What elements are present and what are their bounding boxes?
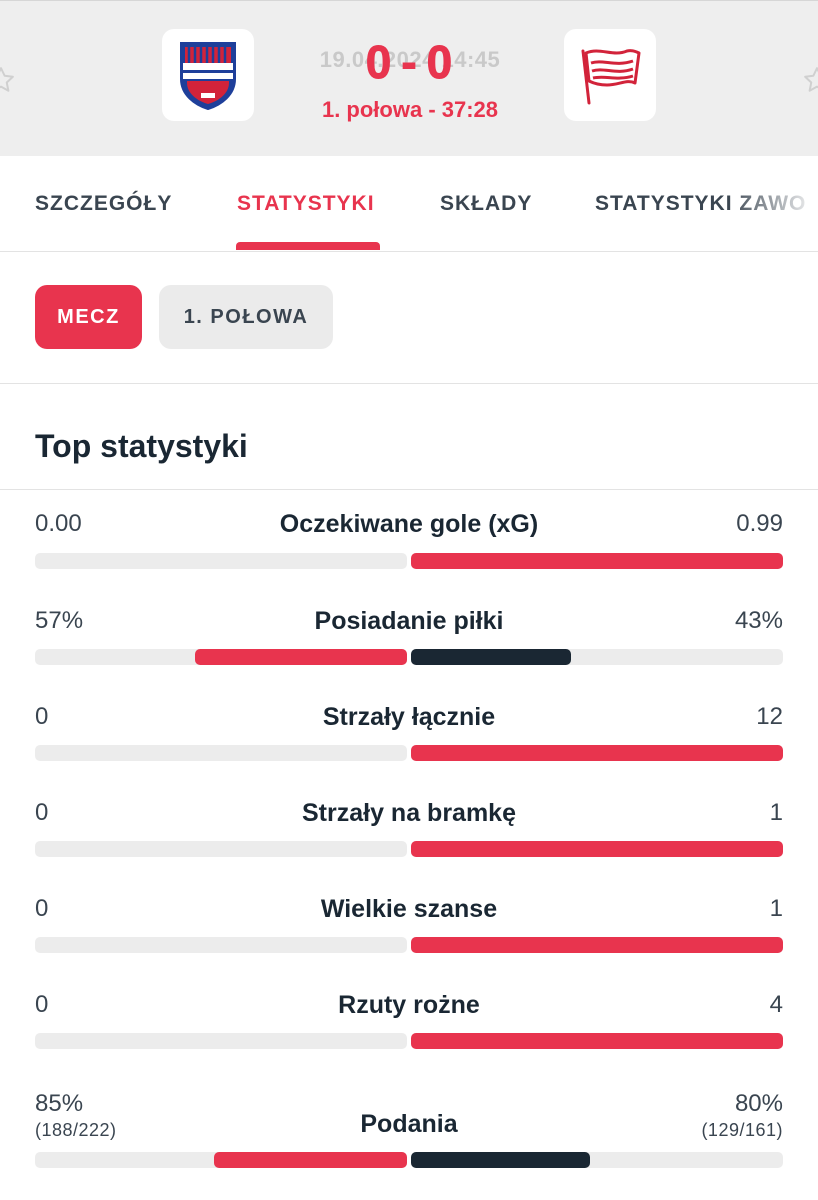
stat-away-bar-fill xyxy=(411,649,571,665)
stat-away-bar-fill xyxy=(411,937,783,953)
section-title: Top statystyki xyxy=(35,428,248,464)
away-score: 0 xyxy=(426,36,455,89)
stat-home-bar xyxy=(35,1152,407,1168)
away-team-logo[interactable] xyxy=(564,29,656,121)
period-chip-first-half[interactable]: 1. POŁOWA xyxy=(159,285,333,349)
tab-statistics[interactable]: STATYSTYKI xyxy=(237,192,375,215)
home-team-logo[interactable] xyxy=(162,29,254,121)
stat-label: Posiadanie piłki xyxy=(314,607,504,635)
stat-away-value: 1 xyxy=(769,895,783,922)
stat-home-bar xyxy=(35,649,407,665)
stat-home-bar-fill xyxy=(213,1152,407,1168)
period-chip-match[interactable]: MECZ xyxy=(35,285,142,349)
home-score: 0 xyxy=(365,36,394,89)
stat-away-bar xyxy=(411,841,783,857)
cracovia-crest-icon xyxy=(581,49,641,105)
stat-away-value: 0.99 xyxy=(736,510,783,537)
rakow-crest-icon xyxy=(180,42,236,111)
stat-away-value: 43% xyxy=(734,607,783,634)
stat-away-bar xyxy=(411,1152,783,1168)
match-score: 0-0 xyxy=(330,35,490,89)
match-status: 1. połowa - 37:28 xyxy=(321,97,499,122)
stat-away-value: 4 xyxy=(769,991,783,1018)
stat-label: Wielkie szanse xyxy=(320,895,498,923)
stat-home-value: 0 xyxy=(35,991,49,1018)
section-divider xyxy=(0,489,818,490)
stat-home-value: 57% xyxy=(35,607,84,634)
period-selector: MECZ 1. POŁOWA xyxy=(0,252,818,384)
stat-away-bar-fill xyxy=(411,1033,783,1049)
stat-label: Oczekiwane gole (xG) xyxy=(279,510,539,538)
stat-label: Strzały łącznie xyxy=(322,703,496,731)
stat-label: Rzuty rożne xyxy=(338,991,480,1019)
stat-home-value: 0 xyxy=(35,703,49,730)
stat-home-detail: (188/222) xyxy=(35,1120,117,1140)
match-date: 19.04.2024 14:45 xyxy=(319,47,501,72)
stat-away-detail: (129/161) xyxy=(701,1120,783,1140)
stat-label: Strzały na bramkę xyxy=(302,799,516,827)
stat-away-bar xyxy=(411,1033,783,1049)
stat-home-primary: 85% xyxy=(35,1090,84,1117)
stat-away-bar-fill xyxy=(411,745,783,761)
stat-home-value: 85% (188/222) xyxy=(35,1090,117,1141)
tab-details[interactable]: SZCZEGÓŁY xyxy=(35,192,173,215)
stat-home-bar xyxy=(35,1033,407,1049)
stat-home-value: 0 xyxy=(35,799,49,826)
stat-home-bar-fill xyxy=(194,649,407,665)
match-header: 19.04.2024 14:45 0-0 1. połowa - 37:28 xyxy=(0,0,818,156)
active-tab-indicator xyxy=(236,242,380,250)
stat-away-bar xyxy=(411,553,783,569)
stat-away-bar-fill xyxy=(411,841,783,857)
favorite-star-icon[interactable] xyxy=(0,65,16,95)
score-separator: - xyxy=(401,36,419,89)
stat-home-bar xyxy=(35,937,407,953)
tab-lineups[interactable]: SKŁADY xyxy=(440,192,533,215)
stat-home-value: 0.00 xyxy=(35,510,82,537)
favorite-star-icon[interactable] xyxy=(802,65,818,95)
stat-away-value: 12 xyxy=(756,703,783,730)
stat-away-value: 80% (129/161) xyxy=(701,1090,783,1141)
stat-label: Podania xyxy=(360,1110,458,1138)
stat-home-bar xyxy=(35,841,407,857)
stats-tabs: SZCZEGÓŁY STATYSTYKI SKŁADY STATYSTYKI Z… xyxy=(0,156,818,252)
stat-away-bar xyxy=(411,649,783,665)
stat-away-bar xyxy=(411,937,783,953)
stat-away-bar-fill xyxy=(411,553,783,569)
stat-home-value: 0 xyxy=(35,895,49,922)
stat-away-value: 1 xyxy=(769,799,783,826)
stat-away-primary: 80% xyxy=(734,1090,783,1117)
stat-away-bar-fill xyxy=(411,1152,590,1168)
stat-home-bar xyxy=(35,745,407,761)
stat-away-bar xyxy=(411,745,783,761)
tab-player-statistics[interactable]: STATYSTYKI ZAWO xyxy=(595,192,807,215)
stat-home-bar xyxy=(35,553,407,569)
